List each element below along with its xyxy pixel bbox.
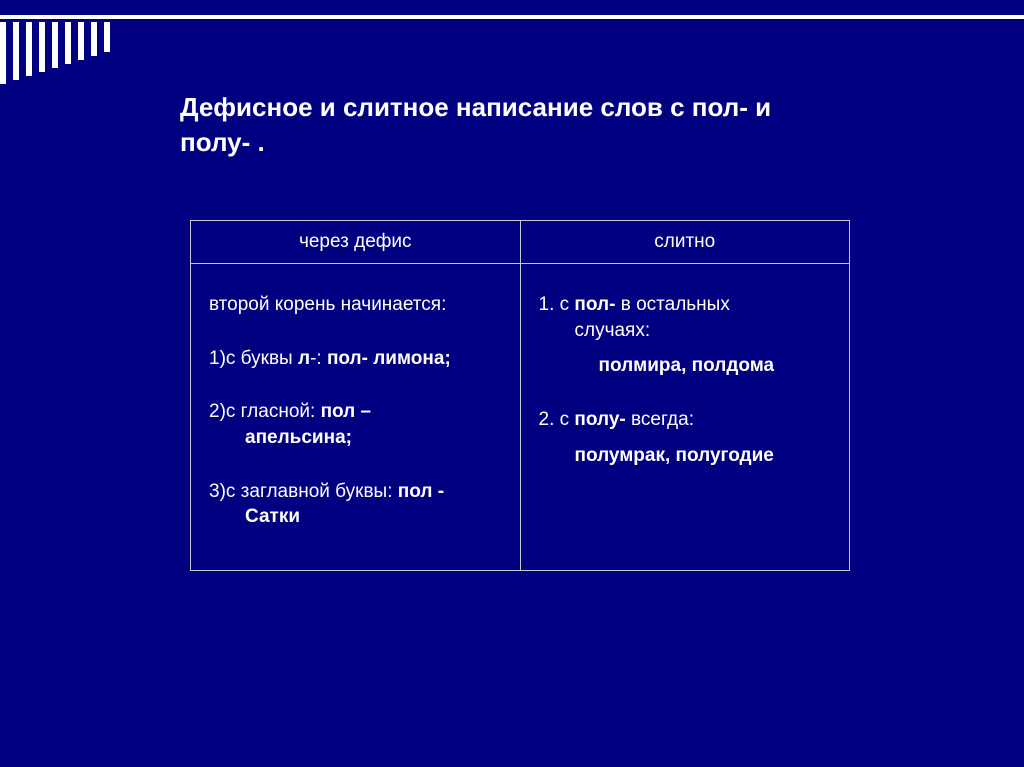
title-line: Дефисное и слитное написание слов с пол-… bbox=[180, 92, 771, 122]
stripe-decoration bbox=[0, 22, 110, 84]
col-header-together: слитно bbox=[520, 221, 850, 264]
slide-content: Дефисное и слитное написание слов с пол-… bbox=[180, 90, 964, 571]
title-line: полу- . bbox=[180, 127, 265, 157]
rule-item: 3)с заглавной буквы: пол - Сатки bbox=[209, 479, 502, 530]
intro-text: второй корень начинается: bbox=[209, 292, 502, 318]
top-rule bbox=[0, 15, 1024, 19]
rule-item: 2. с полу- всегда: полумрак, полугодие bbox=[539, 407, 832, 468]
rules-table: через дефис слитно второй корень начинае… bbox=[190, 220, 850, 571]
cell-hyphen-rules: второй корень начинается: 1)с буквы л-: … bbox=[191, 264, 521, 571]
cell-together-rules: 1. с пол- в остальных случаях: полмира, … bbox=[520, 264, 850, 571]
rule-item: 1. с пол- в остальных случаях: полмира, … bbox=[539, 292, 832, 379]
slide-title: Дефисное и слитное написание слов с пол-… bbox=[180, 90, 900, 160]
col-header-hyphen: через дефис bbox=[191, 221, 521, 264]
rule-item: 1)с буквы л-: пол- лимона; bbox=[209, 346, 502, 372]
rule-item: 2)с гласной: пол – апельсина; bbox=[209, 399, 502, 450]
